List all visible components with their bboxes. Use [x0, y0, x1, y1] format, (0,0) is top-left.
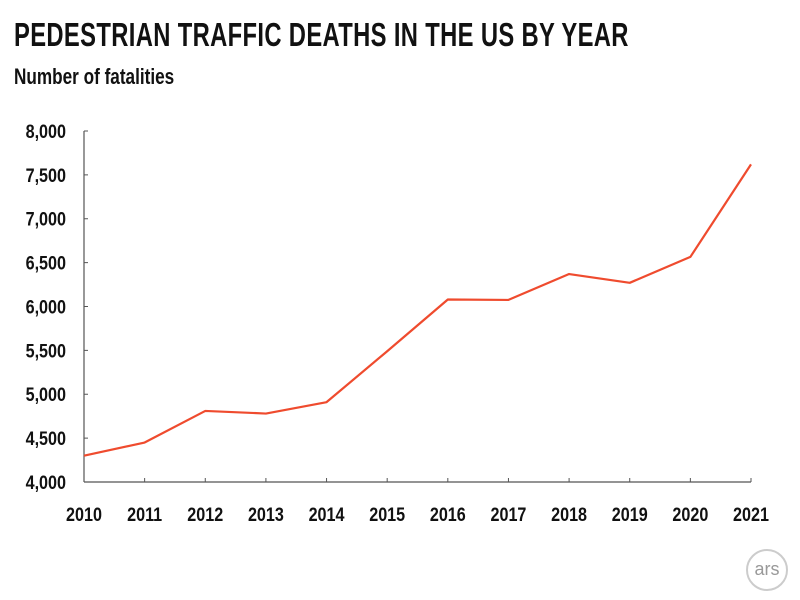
x-tick-label: 2018 [551, 504, 587, 526]
y-tick-label: 4,500 [26, 428, 67, 450]
x-tick-label: 2011 [127, 504, 162, 526]
x-tick-label: 2014 [309, 504, 345, 526]
series-line [83, 163, 752, 457]
x-tick-label: 2021 [733, 504, 769, 526]
ars-logo: ars [746, 549, 788, 591]
x-tick-label: 2017 [490, 504, 526, 526]
y-tick-label: 4,000 [26, 472, 67, 494]
chart-subtitle: Number of fatalities [14, 64, 175, 89]
y-tick-label: 7,500 [26, 165, 67, 187]
x-tick-label: 2013 [248, 504, 284, 526]
x-tick-label: 2020 [672, 504, 708, 526]
x-tick-label: 2012 [187, 504, 223, 526]
x-tick-label: 2016 [430, 504, 466, 526]
y-tick-label: 6,000 [26, 296, 67, 318]
y-tick-label: 6,500 [26, 252, 67, 274]
y-tick-label: 5,500 [26, 340, 67, 362]
y-tick-label: 5,000 [26, 384, 67, 406]
y-tick-label: 7,000 [26, 209, 67, 231]
x-tick-label: 2015 [369, 504, 405, 526]
y-tick-label: 8,000 [26, 121, 67, 143]
chart-title: PEDESTRIAN TRAFFIC DEATHS IN THE US BY Y… [14, 16, 629, 53]
x-tick-label: 2019 [612, 504, 648, 526]
x-tick-label: 2010 [66, 504, 102, 526]
